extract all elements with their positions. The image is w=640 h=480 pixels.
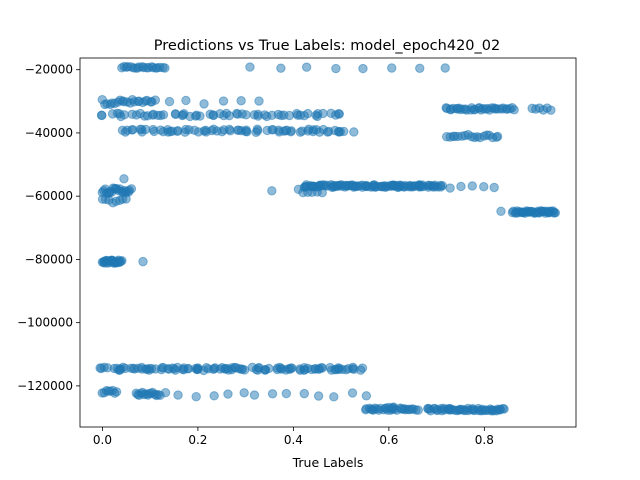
- data-point: [150, 95, 161, 105]
- x-tick-label: 0.0: [93, 433, 112, 447]
- data-point: [358, 63, 368, 74]
- data-point: [119, 174, 129, 184]
- data-point: [252, 124, 263, 134]
- data-point: [242, 127, 252, 137]
- data-point: [339, 126, 349, 137]
- chart-title: Predictions vs True Labels: model_epoch4…: [154, 38, 500, 54]
- data-point: [249, 390, 260, 400]
- data-point: [301, 62, 312, 72]
- data-point: [331, 63, 341, 74]
- data-point: [437, 180, 448, 191]
- data-point: [111, 387, 122, 397]
- data-point: [138, 256, 148, 267]
- data-point: [209, 363, 220, 374]
- data-point: [440, 63, 450, 73]
- data-point: [413, 405, 423, 415]
- data-point: [295, 127, 306, 137]
- data-point: [303, 108, 313, 119]
- data-point: [387, 63, 397, 73]
- data-point: [299, 388, 309, 399]
- data-point: [467, 181, 477, 191]
- data-point: [241, 110, 251, 120]
- data-point: [264, 363, 274, 374]
- x-tick-label: 0.2: [188, 433, 207, 447]
- data-point: [318, 108, 328, 119]
- data-point: [102, 363, 113, 373]
- data-point: [199, 99, 209, 109]
- y-tick-label: −80000: [25, 252, 73, 266]
- data-point: [281, 388, 292, 399]
- data-point: [316, 362, 326, 373]
- data-point: [223, 389, 233, 399]
- data-point: [445, 183, 455, 193]
- data-point: [209, 391, 219, 401]
- data-point: [499, 404, 509, 414]
- data-point: [509, 105, 519, 115]
- y-tick-label: −40000: [25, 126, 73, 140]
- data-point: [172, 126, 183, 136]
- data-point: [181, 95, 191, 106]
- data-point: [245, 62, 255, 72]
- x-tick-label: 0.4: [284, 433, 303, 447]
- data-point: [313, 391, 324, 401]
- y-tick-label: −60000: [25, 189, 73, 203]
- data-point: [208, 124, 219, 134]
- data-point: [479, 182, 489, 192]
- data-point: [254, 96, 264, 106]
- data-point: [195, 111, 205, 121]
- x-axis-ticks: 0.0 0.2 0.4 0.6 0.8: [93, 427, 494, 447]
- data-point: [201, 363, 212, 373]
- data-point: [126, 184, 137, 194]
- x-axis-label: True Labels: [292, 455, 364, 470]
- data-points: [95, 61, 561, 416]
- data-point: [546, 105, 556, 115]
- data-point: [349, 127, 359, 137]
- data-point: [236, 96, 246, 106]
- y-tick-label: −120000: [17, 379, 73, 393]
- data-point: [158, 110, 169, 120]
- data-point: [348, 362, 358, 373]
- y-tick-label: −100000: [17, 316, 73, 330]
- data-point: [317, 188, 327, 198]
- data-point: [415, 63, 425, 73]
- y-axis-ticks: −20000 −40000 −60000 −80000 −100000 −120000: [17, 63, 80, 393]
- data-point: [160, 63, 170, 73]
- data-point: [492, 131, 503, 142]
- data-point: [361, 391, 372, 401]
- data-point: [239, 365, 250, 375]
- x-tick-label: 0.6: [379, 433, 398, 447]
- data-point: [388, 402, 399, 412]
- data-point: [218, 96, 229, 106]
- data-point: [456, 181, 466, 192]
- data-point: [287, 363, 297, 373]
- data-point: [267, 186, 277, 196]
- data-point: [550, 208, 561, 218]
- y-tick-label: −20000: [25, 63, 73, 77]
- data-point: [329, 392, 339, 402]
- x-tick-label: 0.8: [475, 433, 494, 447]
- data-point: [347, 388, 358, 398]
- data-point: [121, 194, 131, 204]
- data-point: [97, 110, 107, 121]
- data-point: [496, 206, 506, 217]
- data-point: [164, 96, 175, 107]
- data-point: [334, 109, 344, 119]
- plot-frame: [79, 57, 577, 428]
- data-point: [160, 387, 171, 398]
- data-point: [128, 363, 139, 374]
- data-point: [276, 63, 286, 73]
- data-point: [119, 110, 130, 120]
- data-point: [173, 390, 183, 400]
- data-point: [267, 389, 278, 399]
- data-point: [239, 388, 249, 398]
- data-point: [117, 255, 127, 266]
- data-point: [355, 365, 366, 375]
- data-point: [147, 363, 157, 374]
- data-point: [489, 182, 499, 193]
- data-point: [286, 127, 296, 137]
- data-point: [191, 391, 201, 402]
